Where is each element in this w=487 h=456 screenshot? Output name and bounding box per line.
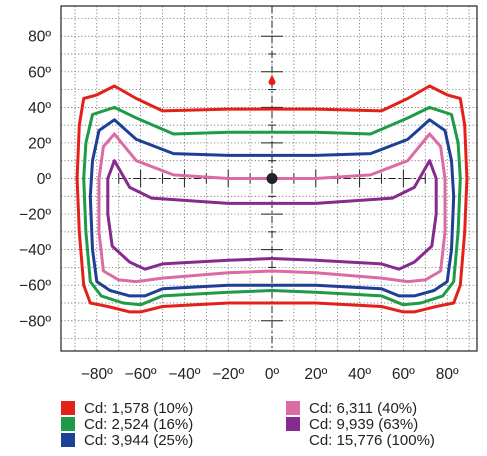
y-tick-label-80: −80º	[19, 313, 51, 330]
legend-swatch-3	[61, 433, 75, 447]
legend-swatch-6	[286, 433, 300, 447]
legend-swatch-4	[286, 401, 300, 415]
legend-item-4: Cd: 6,311 (40%)	[286, 399, 418, 417]
y-tick-label-40: 40º	[28, 100, 51, 117]
y-tick-label-20: 20º	[28, 135, 51, 152]
legend-item-3: Cd: 3,944 (25%)	[61, 431, 194, 449]
y-tick-label-60: −60º	[19, 278, 51, 295]
x-tick-label-80: 80º	[436, 366, 459, 383]
x-tick-label-60: −60º	[125, 366, 157, 383]
legend-swatch-1	[61, 401, 75, 415]
series-line-3	[88, 118, 456, 298]
series-line-4	[97, 132, 447, 284]
legend-label-6: Cd: 15,776 (100%)	[309, 431, 435, 449]
x-tick-label-40: 40º	[348, 366, 371, 383]
x-tick-label-20: 20º	[304, 366, 327, 383]
series-group	[75, 84, 469, 314]
y-tick-label-40: −40º	[19, 242, 51, 259]
legend-swatch-2	[61, 417, 75, 431]
y-tick-label-80: 80º	[28, 29, 51, 46]
legend-swatch-5	[286, 417, 300, 431]
legend-item-6: Cd: 15,776 (100%)	[286, 431, 435, 449]
legend-label-3: Cd: 3,944 (25%)	[84, 431, 194, 449]
legend-label-5: Cd: 9,939 (63%)	[309, 415, 419, 433]
series-line-5	[106, 159, 438, 271]
legend-item-5: Cd: 9,939 (63%)	[286, 415, 419, 433]
x-tick-label-20: −20º	[212, 366, 244, 383]
y-tick-label-60: 60º	[28, 64, 51, 81]
series-line-1	[75, 84, 469, 314]
series-line-2	[82, 105, 462, 307]
max-intensity-marker	[268, 74, 276, 86]
legend-label-4: Cd: 6,311 (40%)	[309, 399, 418, 417]
y-tick-label-0: 0º	[37, 171, 52, 188]
markers	[266, 74, 278, 184]
legend-item-1: Cd: 1,578 (10%)	[61, 399, 194, 417]
center-point-marker	[266, 173, 278, 184]
legend-label-1: Cd: 1,578 (10%)	[84, 399, 194, 417]
x-tick-label-40: −40º	[168, 366, 200, 383]
x-tick-label-0: 0º	[265, 366, 280, 383]
x-tick-label-60: 60º	[392, 366, 415, 383]
x-tick-label-80: −80º	[81, 366, 113, 383]
y-tick-label-20: −20º	[19, 207, 51, 224]
legend-label-2: Cd: 2,524 (16%)	[84, 415, 194, 433]
plot-frame	[60, 5, 478, 352]
tick-labels: 80º 60º 40º 20º 0º −20º −40º −60º −80º −80º −60º −4…	[19, 29, 459, 383]
legend-item-2: Cd: 2,524 (16%)	[61, 415, 194, 433]
